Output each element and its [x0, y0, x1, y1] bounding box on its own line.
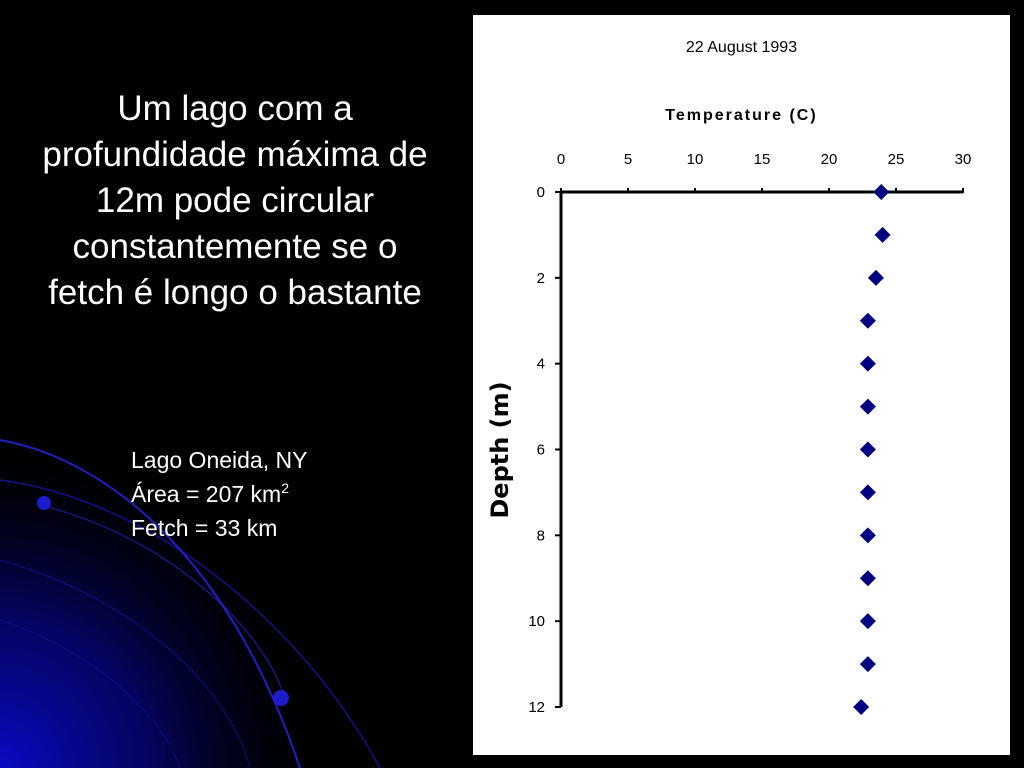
lake-fetch: Fetch = 33 km	[131, 515, 278, 541]
slide-title-line: Um lago com a	[117, 89, 353, 128]
y-tick-label: 10	[528, 613, 545, 630]
data-point	[874, 226, 891, 243]
data-point	[859, 398, 876, 415]
data-point	[859, 656, 876, 673]
y-tick-label: 8	[537, 527, 545, 544]
slide-title-line: profundidade máxima de	[42, 135, 428, 174]
lake-area-text: Área = 207 km	[131, 481, 282, 507]
background-dot	[273, 690, 289, 706]
y-tick-label: 0	[537, 184, 545, 201]
y-tick-label: 12	[528, 699, 545, 716]
data-point	[859, 441, 876, 458]
y-tick-label: 2	[537, 270, 545, 287]
x-axis-label: Temperature (C)	[665, 107, 818, 124]
lake-name: Lago Oneida, NY	[131, 447, 308, 473]
x-tick-label: 30	[955, 151, 972, 168]
x-tick-label: 5	[624, 151, 632, 168]
data-point	[859, 570, 876, 587]
background-arc	[0, 559, 251, 768]
x-tick-label: 25	[888, 151, 905, 168]
x-tick-label: 15	[754, 151, 771, 168]
slide-title-line: constantemente se o	[72, 227, 398, 266]
background-arc	[39, 504, 286, 701]
data-point	[859, 484, 876, 501]
data-point	[859, 312, 876, 329]
data-point	[867, 269, 884, 286]
x-tick-label: 0	[557, 151, 565, 168]
lake-info: Lago Oneida, NY Área = 207 km2 Fetch = 3…	[131, 443, 471, 545]
chart-title: 22 August 1993	[685, 39, 798, 56]
x-tick-label: 20	[821, 151, 838, 168]
y-tick-label: 6	[537, 442, 545, 459]
slide-title: Um lago com a profundidade máxima de 12m…	[10, 86, 460, 316]
background-arc	[0, 439, 301, 768]
background-glow	[0, 430, 330, 768]
data-point	[859, 527, 876, 544]
lake-area: Área = 207 km2	[131, 477, 471, 511]
chart-panel: 22 August 1993 Temperature (C) Depth (m)…	[473, 15, 1010, 755]
slide-title-line: 12m pode circular	[95, 181, 375, 220]
background-dot	[37, 496, 51, 510]
slide-title-line: fetch é longo o bastante	[48, 273, 422, 312]
x-tick-label: 10	[687, 151, 704, 168]
data-point	[853, 699, 870, 715]
y-tick-label: 4	[537, 356, 545, 373]
scatter-plot: 0 5 10 15 20 25 30 0 2 4 6 8 10 12	[528, 151, 972, 716]
background-arc	[0, 479, 381, 768]
data-point	[859, 613, 876, 630]
data-point	[859, 355, 876, 372]
lake-area-superscript: 2	[281, 480, 290, 496]
background-arc	[0, 619, 181, 768]
data-point	[873, 184, 890, 200]
